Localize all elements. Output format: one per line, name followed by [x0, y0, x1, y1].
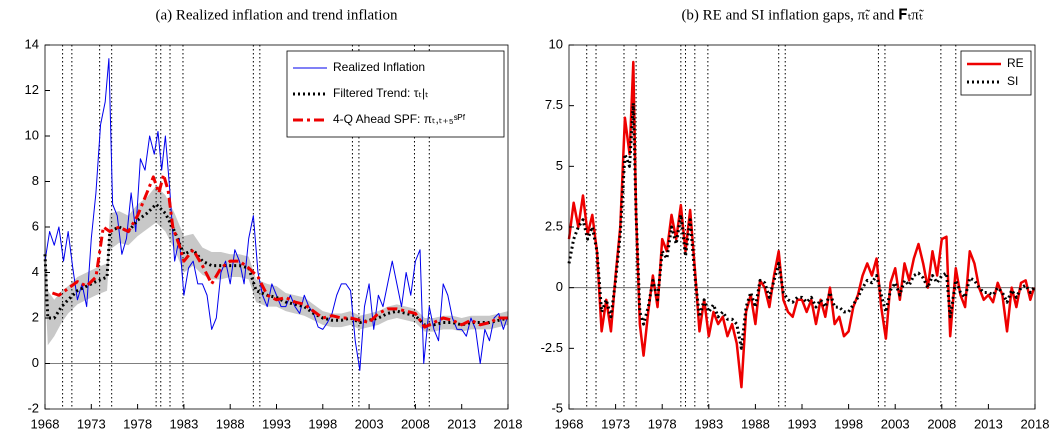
legend-box — [960, 50, 1032, 96]
legend-label: SI — [1007, 74, 1018, 88]
series-line — [43, 202, 509, 327]
x-tick-label: 2003 — [881, 416, 910, 431]
y-tick-label: 8 — [32, 173, 39, 188]
legend-label: RE — [1007, 56, 1024, 70]
y-tick-label: 7.5 — [545, 97, 563, 112]
plot-frame — [568, 44, 1036, 410]
x-tick-label: 1998 — [308, 416, 337, 431]
x-tick-label: 1968 — [555, 416, 584, 431]
chart-title: (b) RE and SI inflation gaps, π̃ₜ and 𝐅ₜ… — [681, 7, 923, 23]
y-tick-label: 5 — [556, 158, 563, 173]
y-tick-label: 10 — [25, 127, 39, 142]
y-tick-label: 6 — [32, 218, 39, 233]
y-tick-label: 10 — [549, 36, 563, 51]
x-tick-label: 1973 — [601, 416, 630, 431]
x-tick-label: 2013 — [447, 416, 476, 431]
x-tick-label: 2003 — [355, 416, 384, 431]
series-line — [567, 101, 1036, 350]
x-tick-label: 1983 — [169, 416, 198, 431]
y-tick-label: -2 — [27, 400, 39, 415]
x-tick-label: 1988 — [741, 416, 770, 431]
x-tick-label: 2008 — [927, 416, 956, 431]
x-tick-label: 2008 — [401, 416, 430, 431]
y-tick-label: 0 — [32, 355, 39, 370]
x-tick-label: 1993 — [262, 416, 291, 431]
x-tick-label: 1973 — [77, 416, 106, 431]
x-tick-label: 1978 — [648, 416, 677, 431]
y-tick-label: -5 — [551, 400, 563, 415]
x-tick-label: 2018 — [494, 416, 523, 431]
y-tick-label: 4 — [32, 264, 39, 279]
x-tick-label: 1993 — [788, 416, 817, 431]
x-tick-label: 2018 — [1021, 416, 1050, 431]
chart-title: (a) Realized inflation and trend inflati… — [156, 7, 398, 23]
x-tick-label: 1988 — [216, 416, 245, 431]
legend-label: 4-Q Ahead SPF: πₜ,ₜ₊₅ˢᴾᶠ — [333, 112, 466, 126]
legend-label: Filtered Trend: τₜ|ₜ — [333, 86, 429, 100]
series-line — [51, 173, 508, 329]
y-tick-label: 2.5 — [545, 218, 563, 233]
x-tick-label: 2013 — [974, 416, 1003, 431]
y-tick-label: 14 — [25, 36, 39, 51]
y-tick-label: -2.5 — [541, 340, 563, 355]
x-tick-label: 1978 — [123, 416, 152, 431]
x-tick-label: 1983 — [694, 416, 723, 431]
series-line — [567, 60, 1036, 389]
y-tick-label: 2 — [32, 309, 39, 324]
series-line — [44, 58, 508, 371]
x-tick-label: 1998 — [834, 416, 863, 431]
y-tick-label: 12 — [25, 82, 39, 97]
y-tick-label: 0 — [556, 279, 563, 294]
legend-label: Realized Inflation — [333, 60, 425, 74]
x-tick-label: 1968 — [31, 416, 60, 431]
